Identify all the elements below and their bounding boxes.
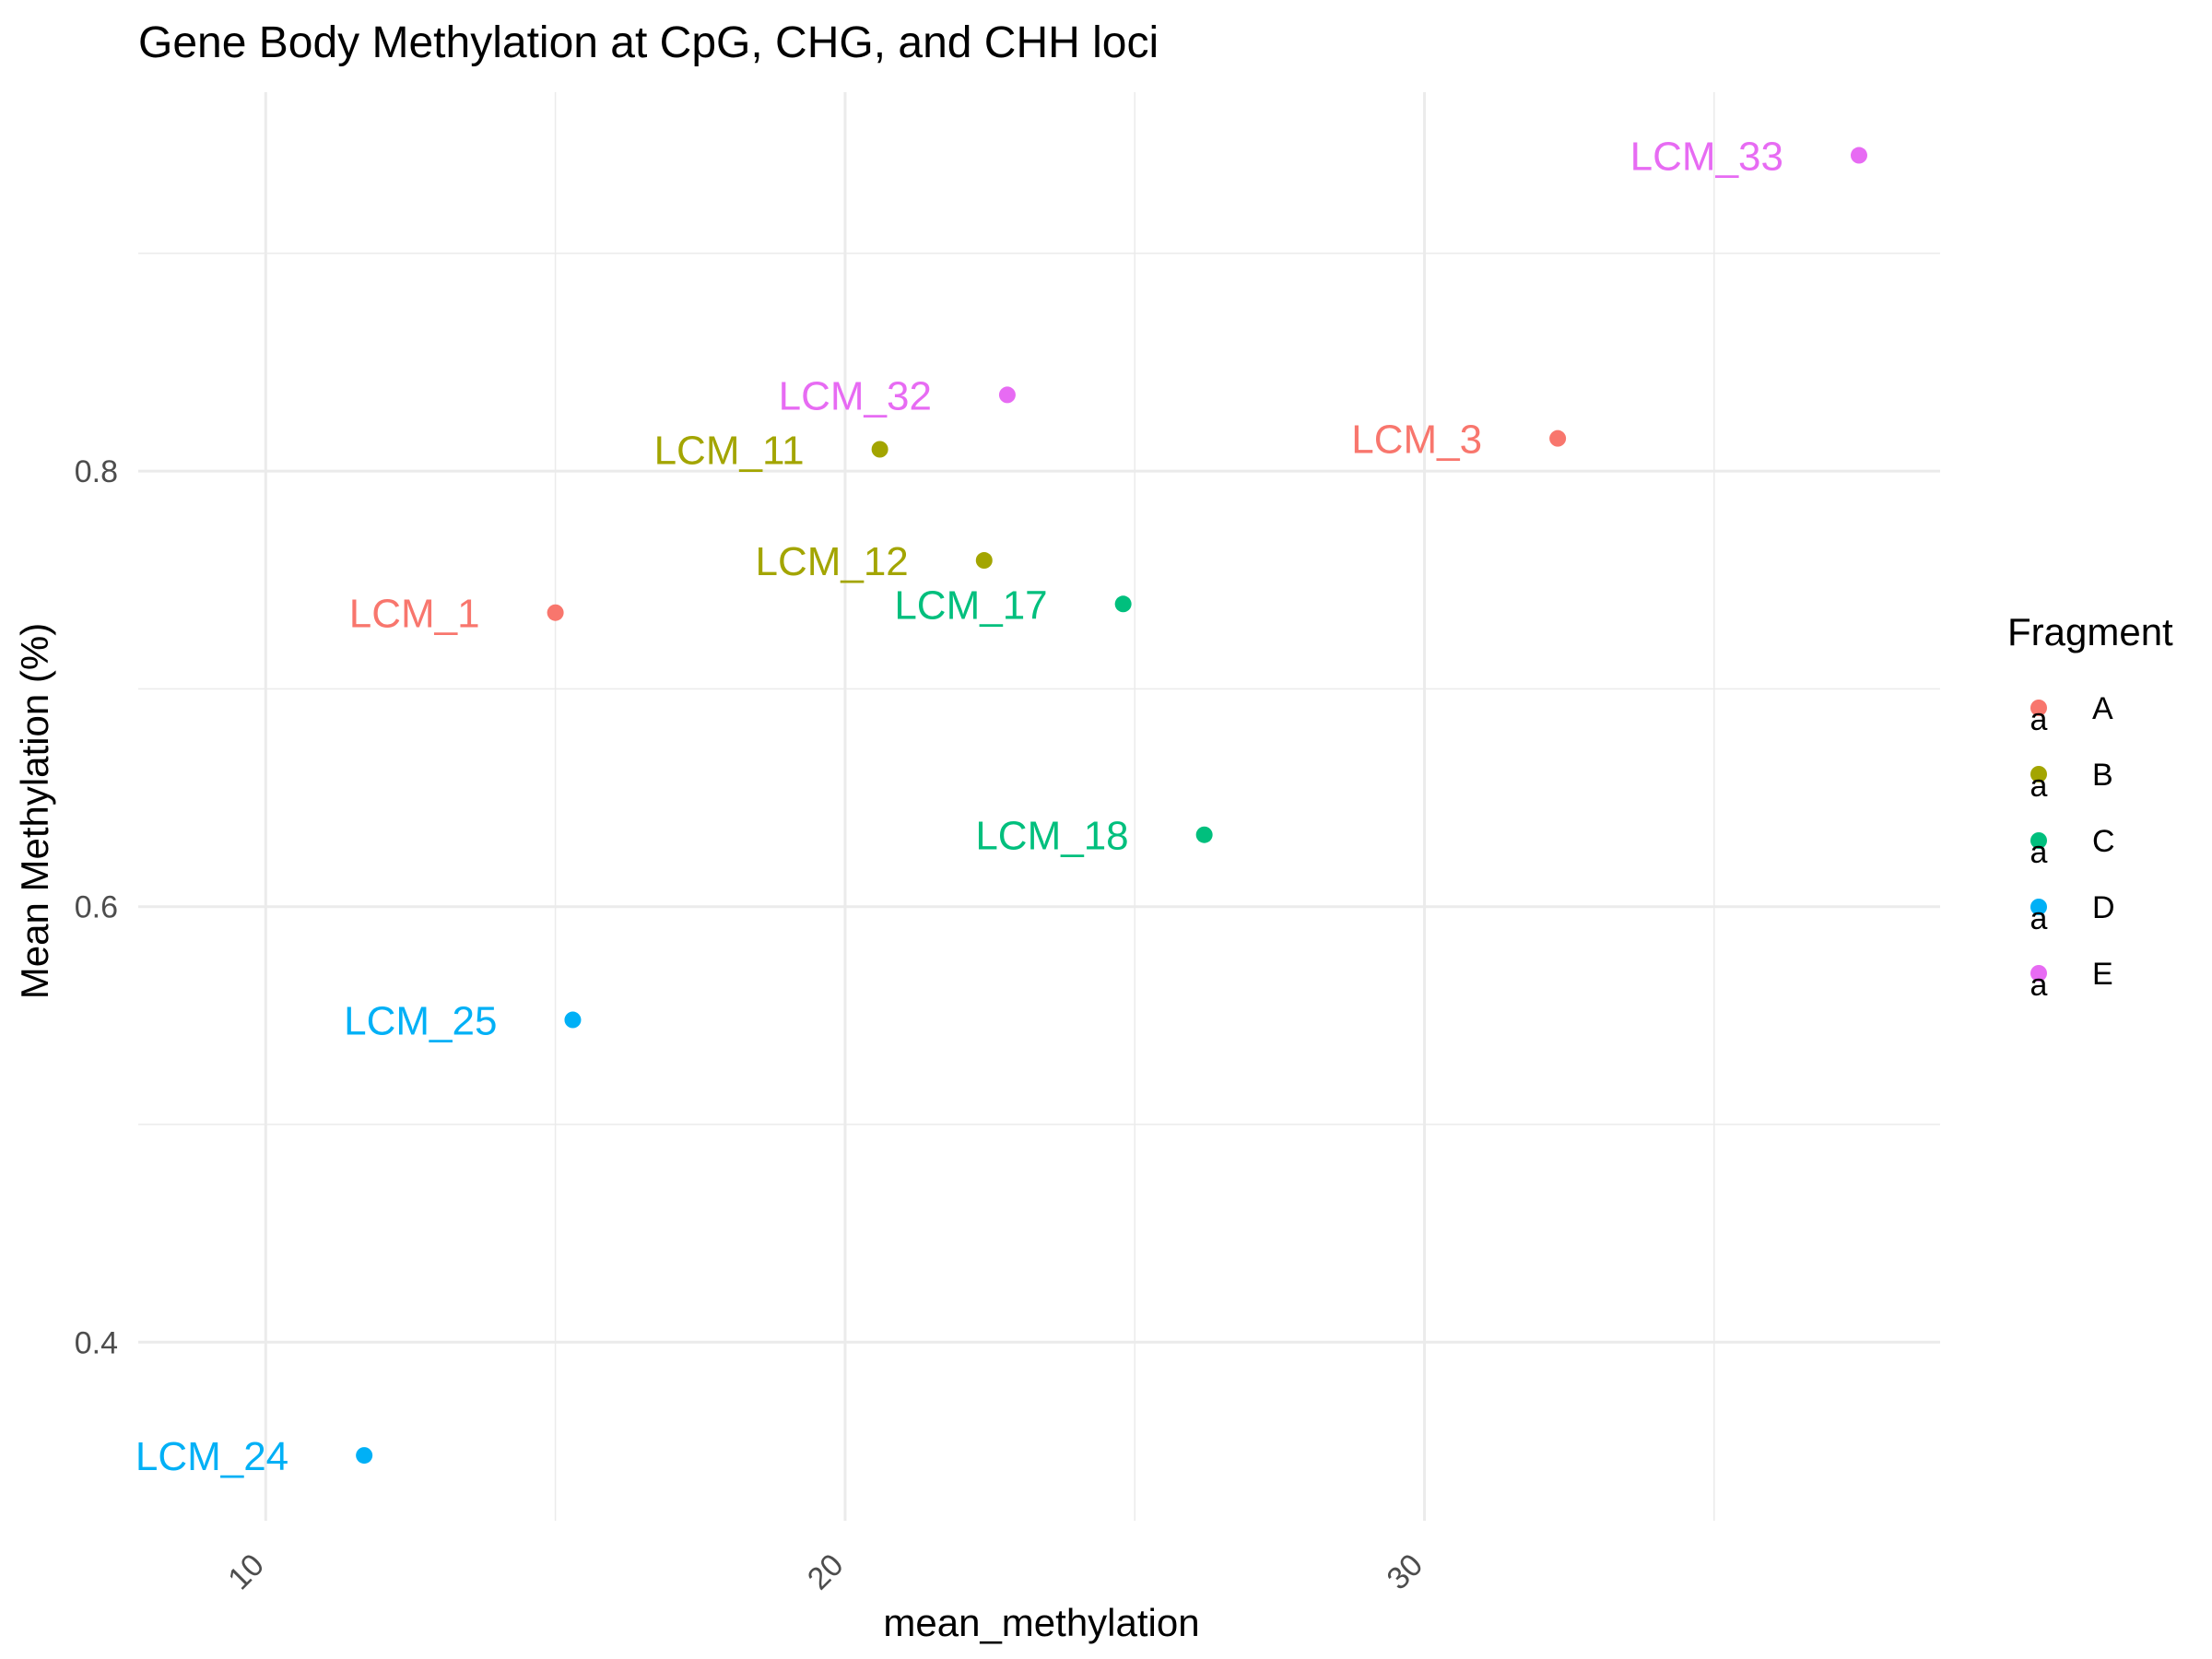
y-tick-label: 0.6 (75, 890, 118, 925)
data-point (547, 604, 564, 621)
x-axis-ticks: 10 20 30 (221, 1547, 1430, 1597)
y-axis-title: Mean Methylation (%) (13, 623, 56, 1000)
grid (138, 92, 1940, 1521)
point-label: LCM_33 (1630, 135, 1783, 180)
legend-label: A (2092, 691, 2113, 726)
point-label: LCM_24 (135, 1434, 288, 1479)
x-tick-label: 20 (801, 1547, 851, 1597)
data-point (564, 1011, 582, 1029)
data-point (1549, 429, 1567, 447)
legend-label: E (2092, 957, 2113, 992)
data-point (998, 386, 1016, 404)
y-tick-label: 0.8 (75, 454, 118, 489)
x-axis-title: mean_methylation (883, 1601, 1199, 1644)
point-label: LCM_3 (1351, 418, 1482, 463)
legend-key-point (2030, 700, 2047, 716)
point-label: LCM_11 (654, 429, 805, 474)
legend: Fragment a Aa Ba Ca Da E (2007, 610, 2173, 1003)
legend-key-point (2030, 965, 2047, 982)
legend-key-point (2030, 766, 2047, 782)
legend-label: B (2092, 758, 2113, 793)
point-label: LCM_12 (755, 539, 908, 584)
legend-key-glyph: a (2030, 702, 2048, 737)
chart-title: Gene Body Methylation at CpG, CHG, and C… (138, 18, 1159, 67)
x-tick-label: 10 (221, 1547, 271, 1597)
y-tick-label: 0.4 (75, 1325, 118, 1360)
legend-key-point (2030, 832, 2047, 849)
point-label: LCM_1 (349, 592, 480, 637)
legend-label: D (2092, 890, 2115, 925)
data-points (356, 147, 1867, 1465)
point-label: LCM_18 (975, 814, 1128, 859)
legend-key-glyph: a (2030, 769, 2048, 804)
point-label: LCM_17 (894, 582, 1047, 628)
y-axis-ticks: 0.4 0.6 0.8 (75, 454, 118, 1360)
legend-key-glyph: a (2030, 901, 2048, 936)
legend-title: Fragment (2007, 610, 2173, 653)
data-point (356, 1447, 373, 1465)
data-point (1195, 826, 1213, 843)
point-label: LCM_25 (344, 999, 497, 1044)
x-tick-label: 30 (1381, 1547, 1430, 1597)
legend-label: C (2092, 824, 2115, 859)
point-label: LCM_32 (779, 373, 932, 418)
legend-key-point (2030, 899, 2047, 915)
legend-key-glyph: a (2030, 835, 2048, 870)
legend-key-glyph: a (2030, 968, 2048, 1003)
data-point (871, 441, 888, 458)
data-point (1114, 595, 1132, 613)
data-point (975, 552, 993, 570)
data-point (1850, 147, 1867, 164)
